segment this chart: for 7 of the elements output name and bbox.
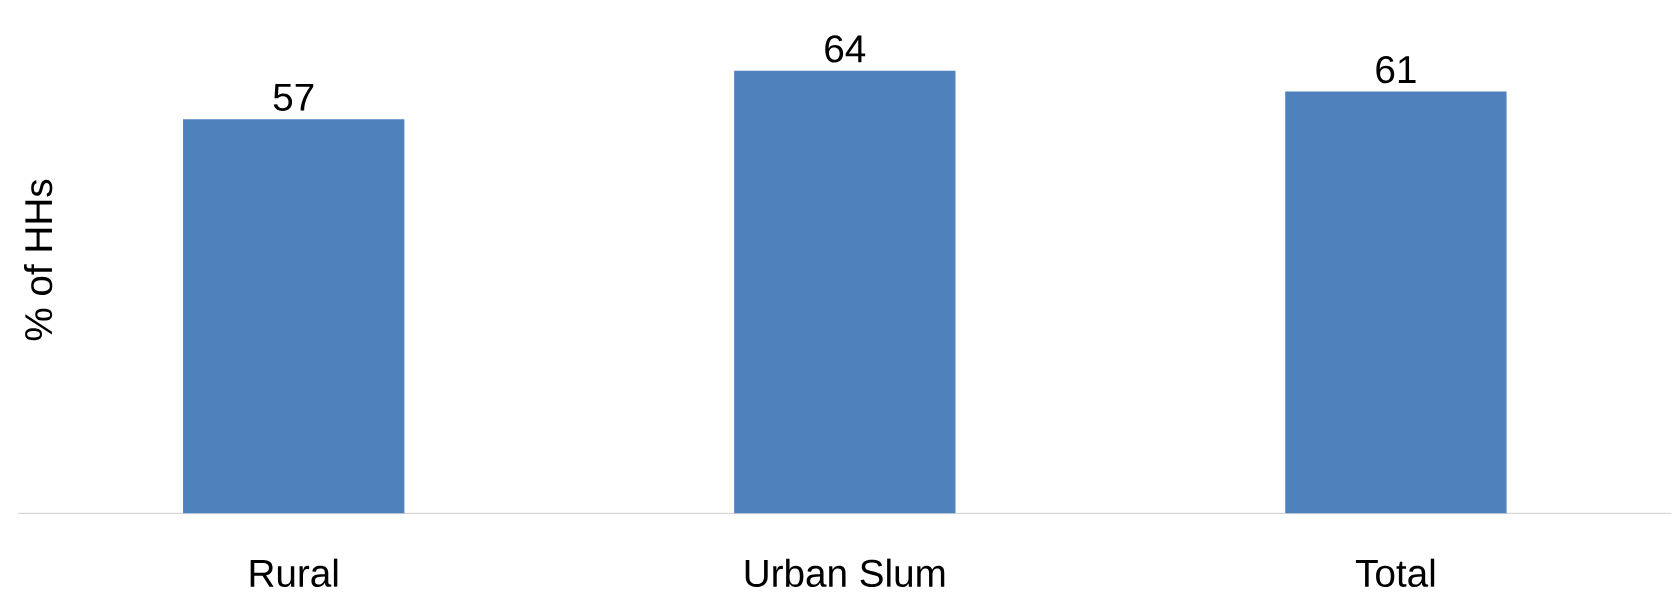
data-label: 57: [273, 83, 314, 111]
x-tick-label: Urban Slum: [745, 558, 945, 588]
y-axis-title: % of HHs: [23, 179, 53, 341]
data-label: 61: [1376, 55, 1416, 84]
x-tick-label: Rural: [250, 558, 338, 588]
data-label: 64: [825, 35, 866, 63]
x-tick-label: Total: [1355, 558, 1435, 588]
